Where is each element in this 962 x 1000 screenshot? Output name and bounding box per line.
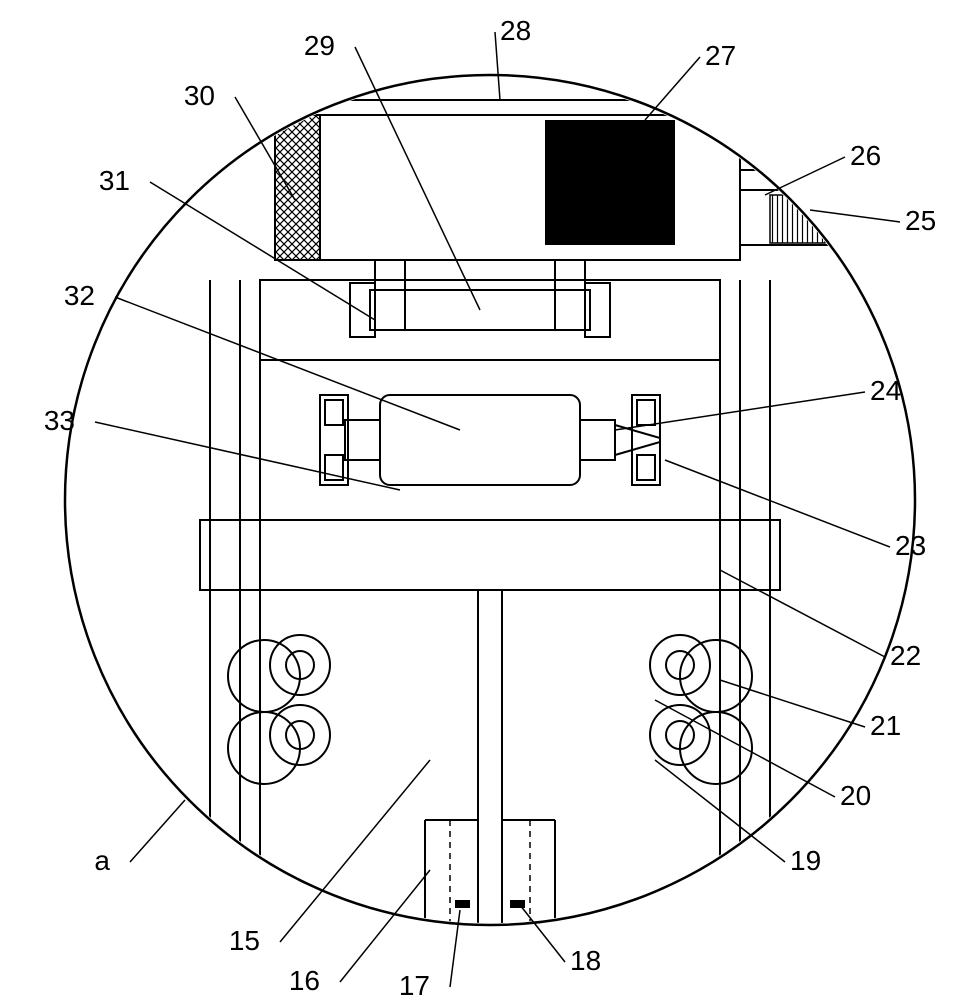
labels: a 15 16 17 18 19 20 21 22 23 24 25 26 27 28 29 30 31 32 33 (44, 15, 936, 1000)
roller-left (228, 635, 330, 784)
leader-29 (355, 47, 480, 310)
label-31: 31 (99, 165, 130, 196)
diagram-interior (200, 100, 830, 1000)
black-box-27 (545, 120, 675, 245)
label-22: 22 (890, 640, 921, 671)
label-33: 33 (44, 405, 75, 436)
leader-26 (765, 157, 845, 195)
leader-16 (340, 870, 430, 982)
label-15: 15 (229, 925, 260, 956)
leader-21 (720, 680, 865, 727)
label-a: a (94, 845, 110, 876)
label-30: 30 (184, 80, 215, 111)
leader-17 (450, 910, 460, 987)
label-25: 25 (905, 205, 936, 236)
leader-32 (115, 297, 460, 430)
leader-18 (520, 905, 565, 962)
label-32: 32 (64, 280, 95, 311)
label-26: 26 (850, 140, 881, 171)
label-23: 23 (895, 530, 926, 561)
label-16: 16 (289, 965, 320, 996)
technical-diagram: a 15 16 17 18 19 20 21 22 23 24 25 26 27 28 29 30 31 32 33 (0, 0, 962, 1000)
label-29: 29 (304, 30, 335, 61)
label-21: 21 (870, 710, 901, 741)
leader-31 (150, 182, 375, 320)
leader-23 (665, 460, 890, 547)
label-17: 17 (399, 970, 430, 1000)
crosshatch-30 (275, 115, 320, 260)
label-19: 19 (790, 845, 821, 876)
leader-33 (95, 422, 400, 490)
leader-15 (280, 760, 430, 942)
leader-25 (810, 210, 900, 222)
leader-a (130, 800, 185, 862)
label-28: 28 (500, 15, 531, 46)
hatch-band-25 (770, 195, 825, 243)
motor-32 (320, 395, 660, 485)
leader-27 (645, 57, 700, 120)
roller-right (650, 635, 752, 784)
label-20: 20 (840, 780, 871, 811)
label-18: 18 (570, 945, 601, 976)
label-24: 24 (870, 375, 901, 406)
label-27: 27 (705, 40, 736, 71)
leader-22 (720, 570, 885, 657)
